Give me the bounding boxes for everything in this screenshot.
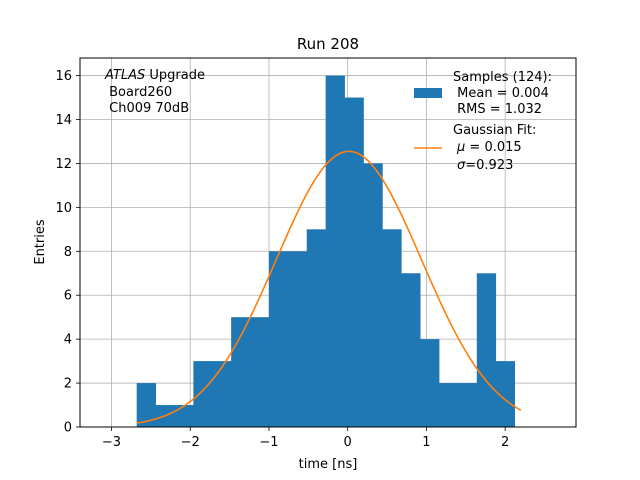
histogram-bar [231, 317, 251, 427]
annotation-line-3: Ch009 70dB [105, 101, 189, 116]
x-axis-label: time [ns] [299, 457, 358, 472]
histogram-bar [382, 229, 402, 427]
histogram-bar [457, 383, 478, 427]
histogram-bar [136, 383, 156, 427]
x-tick-label: 1 [422, 435, 430, 450]
histogram-bar [420, 339, 440, 427]
y-axis-ticks: 0 2 4 6 8 10 12 14 16 [55, 69, 80, 436]
x-axis-ticks: −3 −2 −1 0 1 2 [102, 427, 509, 450]
gaussian-fit-curve [136, 150, 522, 424]
sigma-value: =0.923 [465, 158, 513, 173]
histogram-bar [193, 361, 213, 427]
histogram-bar [401, 273, 421, 427]
histogram-bar [325, 75, 345, 428]
y-tick-label: 0 [64, 421, 72, 436]
x-tick-label: −1 [259, 435, 278, 450]
histogram-bar [476, 273, 497, 427]
y-tick-label: 2 [64, 377, 72, 392]
histogram-bar [287, 251, 308, 427]
sigma-symbol: σ [457, 158, 466, 173]
y-tick-label: 10 [55, 201, 72, 216]
legend-fit-line-1: Gaussian Fit: [453, 123, 536, 138]
histogram-bars [136, 75, 515, 428]
histogram-bar [363, 163, 383, 427]
mu-value: = 0.015 [465, 140, 521, 155]
y-tick-label: 12 [55, 157, 72, 172]
y-tick-label: 6 [64, 289, 72, 304]
x-tick-label: 2 [501, 435, 509, 450]
x-tick-label: −2 [181, 435, 200, 450]
atlas-annotation: ATLAS Upgrade Board260 Ch009 70dB [104, 68, 205, 116]
legend-fit-line-2: μ = 0.015 [456, 140, 522, 155]
atlas-label: ATLAS [104, 68, 145, 83]
legend-hist-line-1: Samples (124): [453, 70, 552, 85]
x-tick-label: −3 [102, 435, 121, 450]
upgrade-label: Upgrade [145, 68, 205, 83]
histogram-bar [268, 251, 289, 427]
y-tick-label: 14 [55, 113, 72, 128]
y-tick-label: 16 [55, 69, 72, 84]
y-tick-label: 8 [64, 245, 72, 260]
chart-title: Run 208 [297, 35, 359, 53]
legend-histogram-swatch [414, 88, 442, 98]
histogram-bar [174, 405, 194, 427]
histogram-bar [439, 383, 459, 427]
histogram-bar [306, 229, 327, 427]
histogram-bar [250, 317, 270, 427]
plot-frame [79, 57, 577, 428]
legend-hist-line-3: RMS = 1.032 [453, 102, 542, 117]
legend-fit-line-3: σ=0.923 [457, 158, 513, 173]
histogram-bar [344, 97, 364, 428]
legend-hist-line-2: Mean = 0.004 [453, 86, 549, 101]
histogram-bar [212, 361, 232, 427]
annotation-line-1: ATLAS Upgrade [104, 68, 205, 83]
y-tick-label: 4 [64, 333, 72, 348]
y-axis-label: Entries [33, 219, 48, 265]
histogram-bar [495, 361, 515, 427]
legend: Samples (124): Mean = 0.004 RMS = 1.032 … [414, 70, 552, 173]
x-tick-label: 0 [344, 435, 352, 450]
mu-symbol: μ [456, 140, 465, 155]
annotation-line-2: Board260 [105, 85, 172, 100]
